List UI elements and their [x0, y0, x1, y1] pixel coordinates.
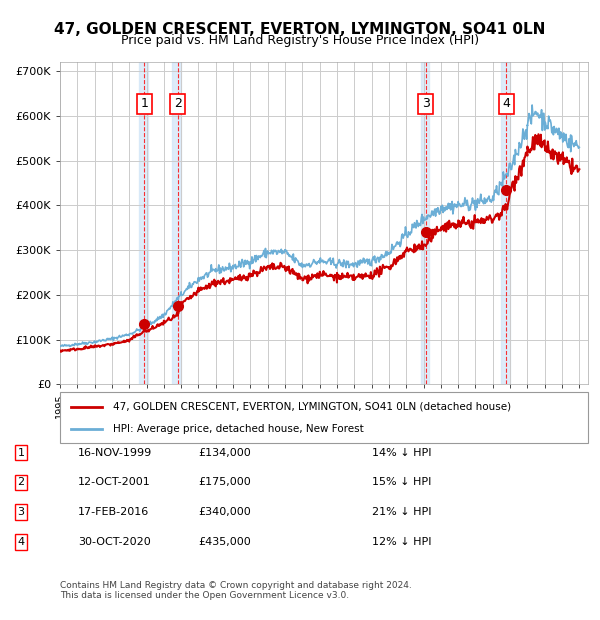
- Text: 3: 3: [17, 507, 25, 517]
- Text: 14% ↓ HPI: 14% ↓ HPI: [372, 448, 431, 458]
- Text: 47, GOLDEN CRESCENT, EVERTON, LYMINGTON, SO41 0LN (detached house): 47, GOLDEN CRESCENT, EVERTON, LYMINGTON,…: [113, 402, 511, 412]
- Text: Price paid vs. HM Land Registry's House Price Index (HPI): Price paid vs. HM Land Registry's House …: [121, 34, 479, 47]
- Text: 4: 4: [503, 97, 511, 110]
- Bar: [139, 62, 148, 384]
- Text: £435,000: £435,000: [198, 537, 251, 547]
- FancyBboxPatch shape: [60, 392, 588, 443]
- Bar: [501, 62, 510, 384]
- Text: 15% ↓ HPI: 15% ↓ HPI: [372, 477, 431, 487]
- Bar: [172, 62, 181, 384]
- Text: 47, GOLDEN CRESCENT, EVERTON, LYMINGTON, SO41 0LN: 47, GOLDEN CRESCENT, EVERTON, LYMINGTON,…: [55, 22, 545, 37]
- Text: 30-OCT-2020: 30-OCT-2020: [78, 537, 151, 547]
- Text: 3: 3: [422, 97, 430, 110]
- Text: £340,000: £340,000: [198, 507, 251, 517]
- Text: 4: 4: [17, 537, 25, 547]
- Text: HPI: Average price, detached house, New Forest: HPI: Average price, detached house, New …: [113, 424, 364, 434]
- Text: 2: 2: [17, 477, 25, 487]
- Text: 17-FEB-2016: 17-FEB-2016: [78, 507, 149, 517]
- Text: £134,000: £134,000: [198, 448, 251, 458]
- Bar: [421, 62, 429, 384]
- Text: 16-NOV-1999: 16-NOV-1999: [78, 448, 152, 458]
- Text: 1: 1: [140, 97, 148, 110]
- Text: Contains HM Land Registry data © Crown copyright and database right 2024.
This d: Contains HM Land Registry data © Crown c…: [60, 581, 412, 600]
- Text: 12% ↓ HPI: 12% ↓ HPI: [372, 537, 431, 547]
- Text: 12-OCT-2001: 12-OCT-2001: [78, 477, 151, 487]
- Text: 2: 2: [173, 97, 182, 110]
- Text: £175,000: £175,000: [198, 477, 251, 487]
- Text: 21% ↓ HPI: 21% ↓ HPI: [372, 507, 431, 517]
- Text: 1: 1: [17, 448, 25, 458]
